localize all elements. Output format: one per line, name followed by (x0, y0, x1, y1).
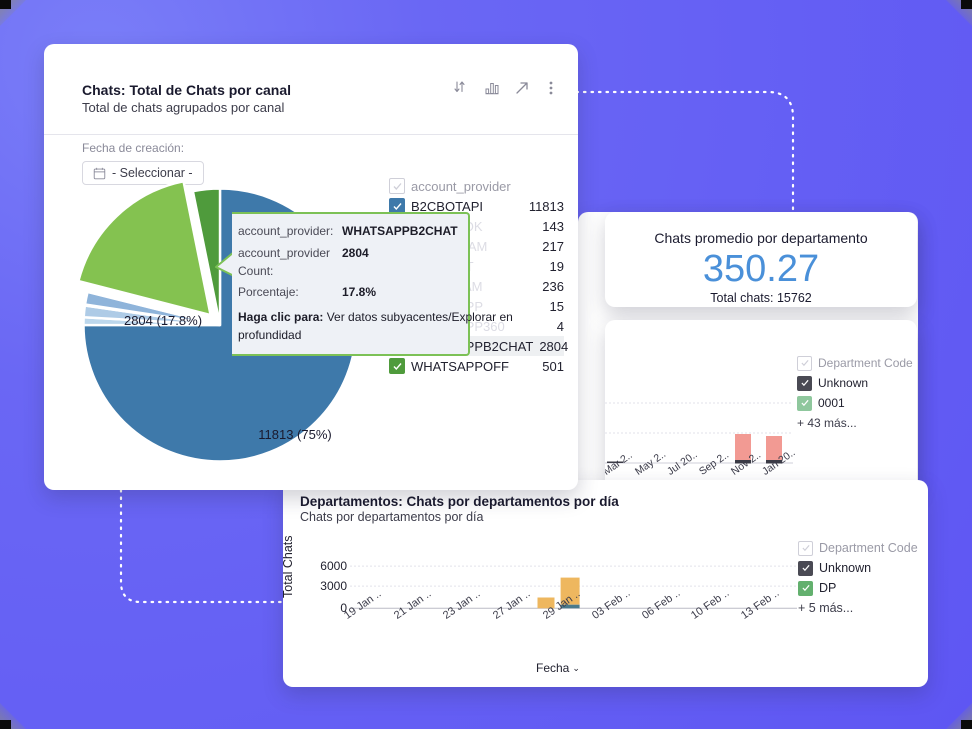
svg-text:11813 (75%): 11813 (75%) (258, 427, 331, 442)
svg-text:2804 (17.8%): 2804 (17.8%) (124, 313, 202, 328)
svg-text:6000: 6000 (320, 559, 347, 573)
svg-text:3000: 3000 (320, 579, 347, 593)
